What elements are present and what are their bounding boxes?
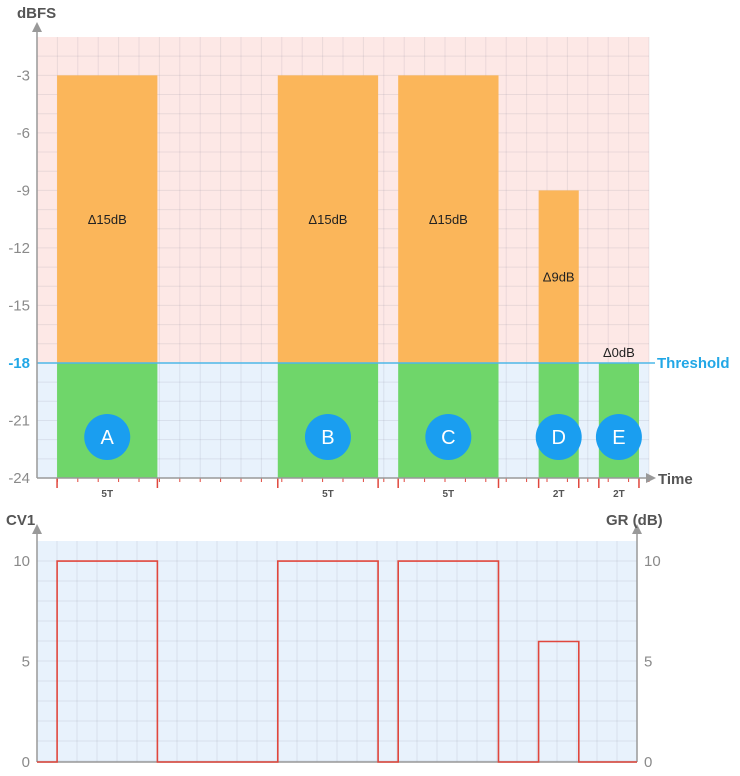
delta-label: Δ15dB [88, 212, 127, 227]
y-axis-title: dBFS [17, 5, 56, 22]
delta-label: Δ9dB [543, 270, 575, 285]
bar-badge-label: E [612, 427, 625, 449]
cv1-tick-label: 0 [22, 754, 30, 771]
threshold-label: Threshold [657, 355, 730, 372]
bar-badge [425, 414, 472, 460]
y-tick-label: -24 [8, 470, 30, 487]
bar-badge [535, 414, 582, 460]
delta-label: Δ0dB [603, 345, 635, 360]
cv1-tick-label: 10 [13, 553, 30, 570]
cv1-tick-label: 5 [22, 654, 30, 671]
bar-badge-label: D [551, 427, 565, 449]
x-axis-arrow [646, 473, 656, 483]
y-tick-label: -9 [17, 182, 30, 199]
bar-badge-label: C [441, 427, 455, 449]
gr-axis-arrow [632, 524, 642, 534]
y-tick-label: -21 [8, 412, 30, 429]
gr-axis-title: GR (dB) [606, 512, 663, 529]
cv-axis-arrow [32, 524, 42, 534]
duration-label: 5T [443, 489, 455, 500]
y-tick-label: -3 [17, 67, 30, 84]
duration-label: 5T [322, 489, 334, 500]
y-tick-label: -15 [8, 297, 30, 314]
bar-badge-label: A [101, 427, 115, 449]
delta-label: Δ15dB [429, 212, 468, 227]
bar-badge [84, 414, 131, 460]
bar-badge [595, 414, 642, 460]
bar-badge-label: B [321, 427, 334, 449]
gr-plot-area [37, 541, 637, 762]
delta-label: Δ15dB [308, 212, 347, 227]
bar-above-b [277, 75, 379, 363]
bar-badge [304, 414, 351, 460]
y-tick-label: -18 [8, 355, 30, 372]
bar-above-c [398, 75, 499, 363]
cv1-axis-title: CV1 [6, 512, 35, 529]
y-tick-label: -12 [8, 240, 30, 257]
duration-label: 2T [553, 489, 565, 500]
bar-above-d [538, 190, 579, 363]
gr-tick-label: 10 [644, 553, 661, 570]
gr-tick-label: 0 [644, 754, 652, 771]
y-tick-label: -6 [17, 125, 30, 142]
duration-label: 5T [101, 489, 113, 500]
duration-label: 2T [613, 489, 625, 500]
gain-reduction-line [37, 560, 637, 763]
gr-tick-label: 5 [644, 654, 652, 671]
bar-above-a [57, 75, 158, 363]
y-axis-arrow [32, 22, 42, 32]
x-axis-title: Time [658, 471, 693, 488]
